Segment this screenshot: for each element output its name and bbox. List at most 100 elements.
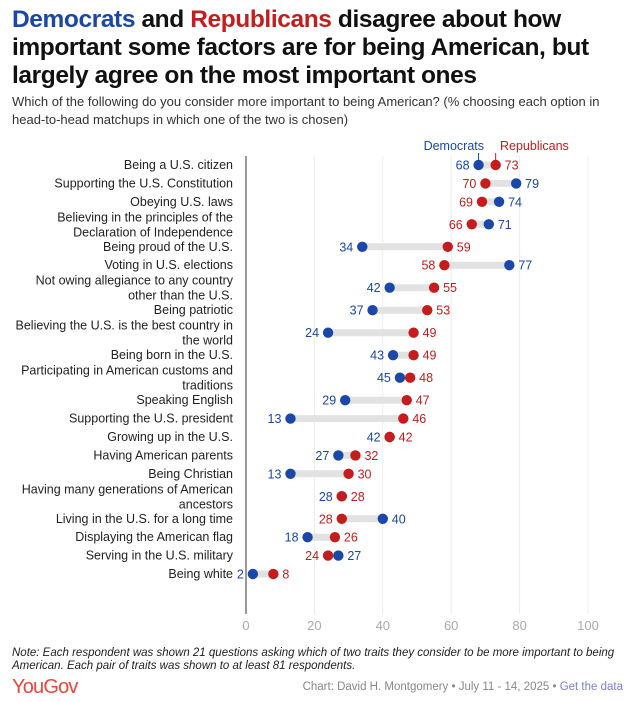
row-label-line: Participating in American customs and (21, 364, 233, 378)
row-label-line: Being born in the U.S. (111, 348, 233, 362)
row-label-line: Being proud of the U.S. (103, 240, 233, 254)
row-label-line: Supporting the U.S. Constitution (54, 176, 233, 190)
row-label: Being proud of the U.S. (103, 240, 233, 254)
rep-dot (336, 491, 347, 502)
rep-value: 8 (282, 568, 289, 582)
rep-dot (350, 450, 361, 461)
row-label-line: Being Christian (148, 467, 233, 481)
dem-value: 34 (339, 240, 353, 254)
dem-value: 42 (367, 431, 381, 445)
dem-dot (285, 468, 296, 479)
rep-dot (476, 196, 488, 207)
dem-dot (322, 327, 334, 338)
legend-democrats: Democrats (424, 139, 484, 153)
rep-value: 53 (436, 304, 450, 318)
row-label: Having American parents (93, 448, 233, 462)
dem-dot (302, 532, 313, 543)
rep-dot (408, 327, 419, 338)
dem-value: 68 (456, 159, 470, 173)
row-label-line: the world (182, 334, 233, 348)
x-tick-label: 100 (577, 618, 599, 633)
rep-dot (428, 282, 440, 293)
row-label: Believing in the principles of the Declar… (57, 210, 233, 239)
dem-value: 37 (350, 304, 364, 318)
row-label: Obeying U.S. laws (130, 195, 233, 209)
rep-value: 24 (305, 549, 319, 563)
dem-value: 28 (319, 490, 333, 504)
note: Note: Each respondent was shown 21 quest… (12, 647, 615, 672)
row-label-line: Believing the U.S. is the best country i… (16, 319, 234, 333)
rep-value: 32 (364, 449, 378, 463)
row-label: Speaking English (136, 393, 233, 407)
rep-dot (404, 372, 416, 383)
chart-subtitle: Which of the following do you consider m… (12, 94, 600, 127)
dem-value: 29 (322, 394, 336, 408)
rep-dot (442, 241, 453, 252)
rep-value: 49 (423, 326, 437, 340)
x-tick-label: 40 (376, 618, 390, 633)
row-label: Being born in the U.S. (111, 348, 233, 362)
dem-value: 45 (377, 371, 391, 385)
rep-value: 55 (443, 281, 457, 295)
x-tick-label: 20 (307, 618, 321, 633)
dem-dot (504, 260, 515, 271)
row-label: Supporting the U.S. president (69, 412, 234, 426)
row-label-line: Obeying U.S. laws (130, 195, 233, 209)
rep-value: 26 (344, 531, 358, 545)
row-label-line: Speaking English (136, 393, 233, 407)
get-data-link[interactable]: Get the data (559, 681, 623, 693)
chart-title: Democrats and Republicans disagree about… (12, 6, 622, 90)
rep-dot (490, 159, 501, 171)
rep-dot (422, 305, 433, 316)
rep-value: 30 (358, 467, 372, 481)
dem-dot (285, 413, 296, 424)
dem-value: 40 (392, 512, 406, 526)
dem-value: 27 (347, 549, 361, 563)
row-label-line: Being patriotic (154, 303, 233, 317)
dem-value: 71 (498, 218, 512, 232)
dem-value: 42 (367, 281, 381, 295)
rep-value: 66 (449, 218, 463, 232)
row-label-line: Not owing allegiance to any country (36, 274, 234, 288)
title-rest: disagree about how important some factor… (12, 6, 589, 89)
dem-dot (384, 282, 395, 293)
rep-value: 70 (462, 177, 476, 191)
dem-value: 13 (268, 467, 282, 481)
rep-dot (384, 431, 395, 443)
dem-dot (483, 219, 495, 230)
row-label: Displaying the American flag (75, 530, 233, 544)
credit: Chart: David H. Montgomery • July 11 - 1… (303, 681, 623, 693)
row-label: Being Christian (148, 467, 233, 481)
rep-value: 42 (399, 431, 413, 445)
row-label: Living in the U.S. for a long time (56, 512, 233, 526)
row-label-line: Being a U.S. citizen (124, 158, 233, 172)
row-label: Believing the U.S. is the best country i… (16, 319, 234, 348)
rep-value: 73 (505, 159, 519, 173)
rep-value: 28 (319, 512, 333, 526)
rep-value: 59 (457, 240, 471, 254)
row-label-line: ancestors (179, 497, 233, 511)
row-label-line: Voting in U.S. elections (104, 258, 233, 272)
dem-value: 43 (370, 349, 384, 363)
row-label: Being white (168, 567, 233, 581)
dem-value: 13 (268, 412, 282, 426)
rep-dot (268, 568, 279, 580)
rep-dot (401, 395, 412, 406)
x-tick-label: 60 (444, 618, 458, 633)
rep-value: 48 (419, 371, 433, 385)
row-label-line: Having American parents (93, 448, 233, 462)
rep-value: 47 (416, 394, 430, 408)
dem-dot (473, 159, 484, 171)
dem-dot (247, 568, 259, 580)
dem-value: 79 (525, 177, 539, 191)
row-label: Being a U.S. citizen (124, 158, 233, 172)
rep-dot (480, 178, 491, 189)
dem-value: 2 (237, 568, 244, 582)
row-label-line: Declaration of Independence (73, 225, 233, 239)
row-label: Growing up in the U.S. (107, 430, 233, 444)
yougov-logo: YouGov (12, 676, 78, 698)
rep-dot (322, 550, 334, 561)
title-democrats: Democrats (12, 6, 136, 33)
dem-dot (333, 550, 344, 561)
rep-dot (343, 468, 354, 479)
